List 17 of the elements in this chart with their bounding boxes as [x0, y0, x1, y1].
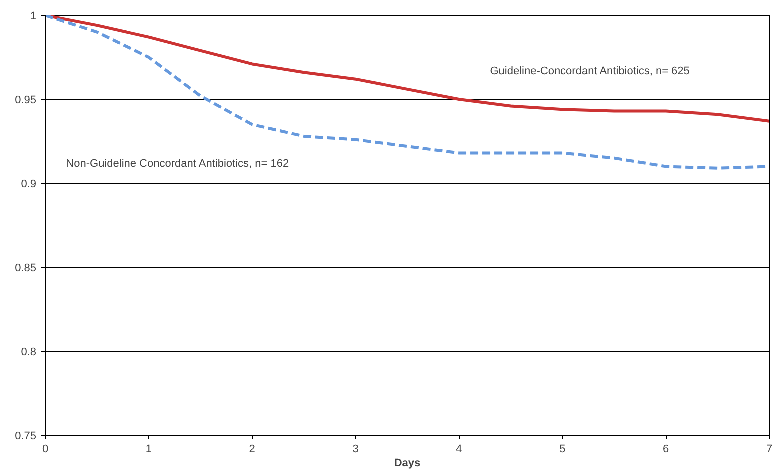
y-tick-label: 0.95 [15, 94, 37, 106]
y-tick-label: 0.8 [21, 346, 37, 358]
x-tick-label: 0 [42, 444, 49, 456]
y-tick-label: 1 [30, 10, 37, 22]
x-tick-label: 6 [663, 444, 670, 456]
x-tick-label: 4 [456, 444, 462, 456]
y-tick-label: 0.9 [21, 178, 37, 190]
y-tick-label: 0.85 [15, 262, 37, 274]
text: Guideline-Concordant Antibiotics, n= 625 [490, 66, 690, 78]
x-tick-label: 3 [352, 444, 359, 456]
x-tick-label: 5 [560, 444, 566, 456]
x-tick-label: 2 [249, 444, 256, 456]
x-tick-label: 1 [146, 444, 152, 456]
x-tick-label: 7 [766, 444, 773, 456]
y-tick-label: 0.75 [15, 430, 37, 442]
text: Non-Guideline Concordant Antibiotics, n= 162 [66, 158, 290, 170]
x-axis-title: Days [394, 458, 421, 470]
